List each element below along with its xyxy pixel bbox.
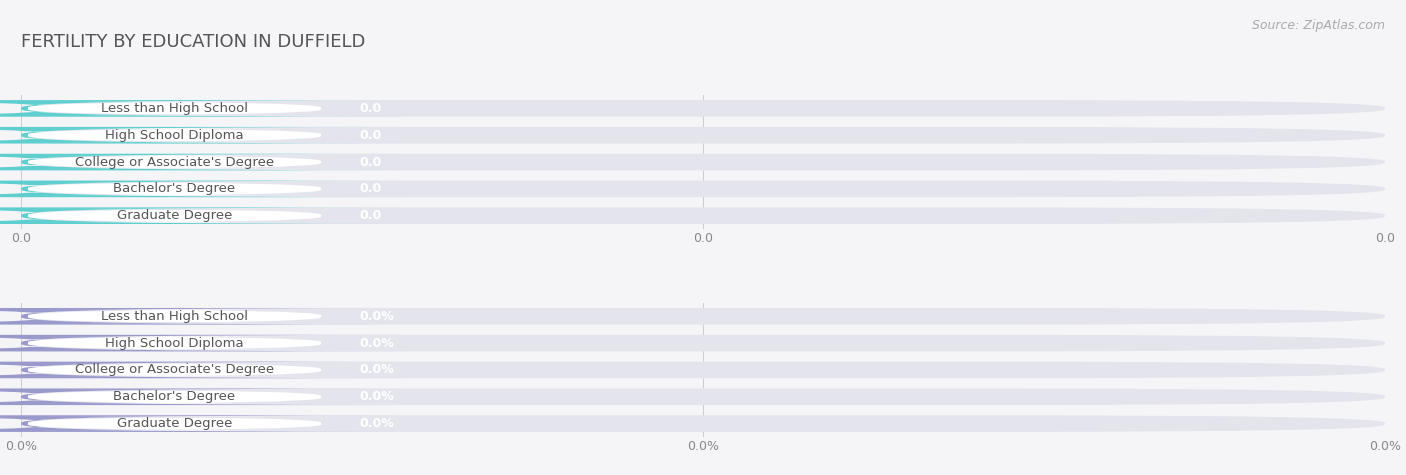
FancyBboxPatch shape [0, 208, 404, 224]
FancyBboxPatch shape [21, 390, 328, 404]
FancyBboxPatch shape [21, 127, 1385, 143]
Text: 0.0: 0.0 [360, 102, 381, 115]
FancyBboxPatch shape [0, 335, 404, 352]
FancyBboxPatch shape [21, 389, 1385, 405]
FancyBboxPatch shape [21, 128, 328, 142]
FancyBboxPatch shape [0, 180, 404, 197]
FancyBboxPatch shape [21, 308, 1385, 324]
FancyBboxPatch shape [21, 363, 328, 377]
Text: Graduate Degree: Graduate Degree [117, 209, 232, 222]
Text: 0.0%: 0.0% [360, 390, 394, 403]
Text: 0.0%: 0.0% [360, 363, 394, 377]
FancyBboxPatch shape [0, 154, 404, 171]
FancyBboxPatch shape [21, 180, 1385, 197]
Text: College or Associate's Degree: College or Associate's Degree [75, 363, 274, 377]
Text: 0.0: 0.0 [360, 209, 381, 222]
FancyBboxPatch shape [21, 208, 1385, 224]
FancyBboxPatch shape [21, 100, 1385, 117]
Text: FERTILITY BY EDUCATION IN DUFFIELD: FERTILITY BY EDUCATION IN DUFFIELD [21, 33, 366, 51]
FancyBboxPatch shape [21, 309, 328, 323]
FancyBboxPatch shape [21, 415, 1385, 432]
Text: 0.0%: 0.0% [360, 417, 394, 430]
FancyBboxPatch shape [0, 100, 404, 117]
Text: 0.0: 0.0 [360, 155, 381, 169]
FancyBboxPatch shape [21, 417, 328, 430]
FancyBboxPatch shape [21, 182, 328, 196]
FancyBboxPatch shape [21, 155, 328, 169]
FancyBboxPatch shape [21, 361, 1385, 378]
FancyBboxPatch shape [0, 308, 404, 324]
FancyBboxPatch shape [0, 361, 404, 378]
Text: High School Diploma: High School Diploma [105, 337, 243, 350]
Text: Graduate Degree: Graduate Degree [117, 417, 232, 430]
Text: High School Diploma: High School Diploma [105, 129, 243, 142]
Text: 0.0: 0.0 [360, 182, 381, 195]
FancyBboxPatch shape [21, 102, 328, 115]
Text: Bachelor's Degree: Bachelor's Degree [114, 390, 236, 403]
Text: Bachelor's Degree: Bachelor's Degree [114, 182, 236, 195]
FancyBboxPatch shape [0, 415, 404, 432]
FancyBboxPatch shape [0, 127, 404, 143]
Text: Less than High School: Less than High School [101, 310, 247, 323]
FancyBboxPatch shape [21, 335, 1385, 352]
FancyBboxPatch shape [21, 209, 328, 223]
Text: College or Associate's Degree: College or Associate's Degree [75, 155, 274, 169]
FancyBboxPatch shape [0, 389, 404, 405]
Text: 0.0: 0.0 [360, 129, 381, 142]
Text: Less than High School: Less than High School [101, 102, 247, 115]
Text: 0.0%: 0.0% [360, 310, 394, 323]
Text: Source: ZipAtlas.com: Source: ZipAtlas.com [1251, 19, 1385, 32]
Text: 0.0%: 0.0% [360, 337, 394, 350]
FancyBboxPatch shape [21, 336, 328, 350]
FancyBboxPatch shape [21, 154, 1385, 171]
